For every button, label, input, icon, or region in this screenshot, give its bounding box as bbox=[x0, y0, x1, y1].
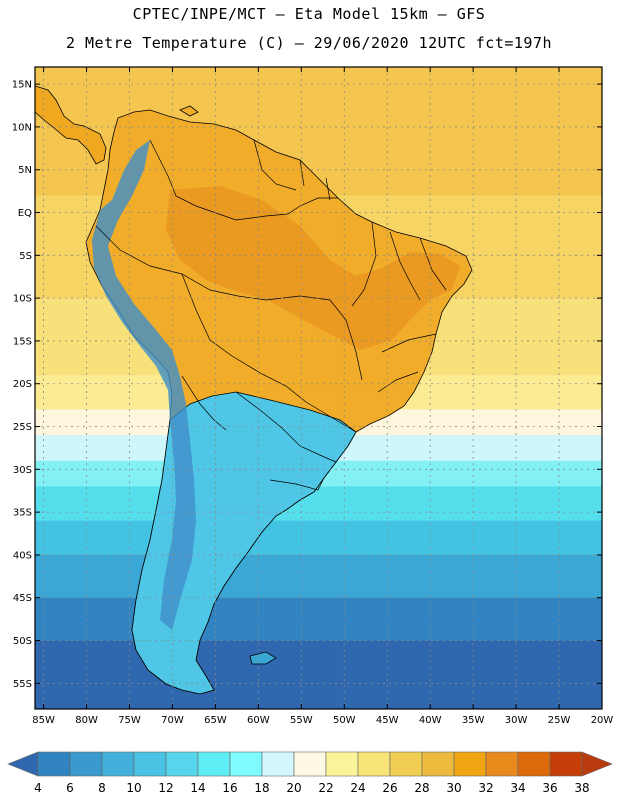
lon-tick-label: 40W bbox=[419, 715, 442, 726]
lat-tick-label: 30S bbox=[13, 465, 32, 476]
land-andes bbox=[92, 140, 196, 630]
lat-tick-label: 15S bbox=[13, 336, 32, 347]
lat-tick-label: 20S bbox=[13, 379, 32, 390]
lat-tick-label: 5N bbox=[18, 165, 32, 176]
colorbar-swatch bbox=[101, 751, 135, 777]
temperature-band-8 bbox=[35, 520, 602, 556]
colorbar-label: 6 bbox=[66, 781, 74, 795]
land-central-america bbox=[35, 85, 107, 165]
colorbar-swatch bbox=[357, 751, 391, 777]
colorbar-label: 24 bbox=[350, 781, 365, 795]
lon-tick-label: 30W bbox=[505, 715, 528, 726]
temperature-band-10 bbox=[35, 597, 602, 642]
colorbar-label: 20 bbox=[286, 781, 301, 795]
lat-tick-label: 15N bbox=[12, 80, 32, 91]
temperature-band-7 bbox=[35, 486, 602, 522]
country-borders bbox=[95, 139, 447, 491]
lon-tick-label: 45W bbox=[376, 715, 399, 726]
colorbar-swatch bbox=[229, 751, 263, 777]
colorbar-swatch bbox=[389, 751, 423, 777]
colorbar-label: 22 bbox=[318, 781, 333, 795]
lat-tick-label: 55S bbox=[13, 679, 32, 690]
colorbar: 4 6 8 10 12 14 16 18 20 22 24 26 28 30 32 34 36 38 bbox=[7, 751, 613, 795]
colorbar-label: 4 bbox=[34, 781, 42, 795]
temperature-band-11 bbox=[35, 640, 602, 709]
lon-tick-label: 65W bbox=[204, 715, 227, 726]
lat-tick-label: 50S bbox=[13, 636, 32, 647]
land-falklands bbox=[249, 651, 277, 665]
lat-tick-label: 25S bbox=[13, 422, 32, 433]
colorbar-swatch bbox=[69, 751, 103, 777]
lon-tick-label: 55W bbox=[290, 715, 313, 726]
lat-tick-label: 40S bbox=[13, 550, 32, 561]
colorbar-label: 8 bbox=[98, 781, 106, 795]
lon-tick-label: 75W bbox=[118, 715, 141, 726]
colorbar-swatch bbox=[293, 751, 327, 777]
colorbar-label: 28 bbox=[414, 781, 429, 795]
colorbar-label: 26 bbox=[382, 781, 397, 795]
map-title: CPTEC/INPE/MCT – Eta Model 15km – GFS bbox=[132, 5, 486, 23]
colorbar-swatch bbox=[261, 751, 295, 777]
colorbar-swatch bbox=[133, 751, 167, 777]
lon-tick-label: 25W bbox=[548, 715, 571, 726]
lat-tick-label: 45S bbox=[13, 593, 32, 604]
lon-tick-label: 35W bbox=[462, 715, 485, 726]
colorbar-swatch bbox=[37, 751, 71, 777]
colorbar-label: 34 bbox=[510, 781, 525, 795]
lat-tick-label: 35S bbox=[13, 508, 32, 519]
plot-area bbox=[35, 67, 602, 709]
land-hot-interior bbox=[166, 186, 460, 350]
lat-tick-label: 5S bbox=[19, 251, 32, 262]
colorbar-swatch bbox=[421, 751, 455, 777]
colorbar-low-triangle bbox=[7, 751, 39, 777]
colorbar-label: 16 bbox=[222, 781, 237, 795]
colorbar-label: 30 bbox=[446, 781, 461, 795]
map-subtitle: 2 Metre Temperature (C) – 29/06/2020 12U… bbox=[65, 34, 553, 52]
colorbar-label: 38 bbox=[574, 781, 589, 795]
lat-tick-label: 10N bbox=[12, 122, 32, 133]
colorbar-swatch bbox=[325, 751, 359, 777]
axis-ticks: 15N 10N 5N EQ 5S 10S 15S 20S 25S 30S 35S 40S 45S 50S 5… bbox=[12, 67, 614, 726]
colorbar-label: 18 bbox=[254, 781, 269, 795]
colorbar-swatch bbox=[197, 751, 231, 777]
lon-tick-label: 20W bbox=[591, 715, 614, 726]
lon-tick-label: 60W bbox=[247, 715, 270, 726]
graticule bbox=[35, 67, 602, 709]
colorbar-swatch bbox=[165, 751, 199, 777]
colorbar-label: 32 bbox=[478, 781, 493, 795]
lat-tick-label: 10S bbox=[13, 294, 32, 305]
lon-tick-label: 70W bbox=[161, 715, 184, 726]
colorbar-label: 14 bbox=[190, 781, 205, 795]
colorbar-label: 12 bbox=[158, 781, 173, 795]
colorbar-label: 10 bbox=[126, 781, 141, 795]
colorbar-swatch bbox=[485, 751, 519, 777]
colorbar-swatch bbox=[453, 751, 487, 777]
colorbar-high-triangle bbox=[581, 751, 613, 777]
lat-tick-label: EQ bbox=[18, 208, 32, 219]
lon-tick-label: 50W bbox=[333, 715, 356, 726]
temperature-band-9 bbox=[35, 554, 602, 599]
colorbar-swatch bbox=[549, 751, 583, 777]
lon-tick-label: 80W bbox=[75, 715, 98, 726]
colorbar-label: 36 bbox=[542, 781, 557, 795]
map-frame bbox=[34, 66, 603, 710]
colorbar-swatch bbox=[517, 751, 551, 777]
lon-tick-label: 85W bbox=[32, 715, 55, 726]
land-caribbean-island bbox=[179, 105, 199, 117]
